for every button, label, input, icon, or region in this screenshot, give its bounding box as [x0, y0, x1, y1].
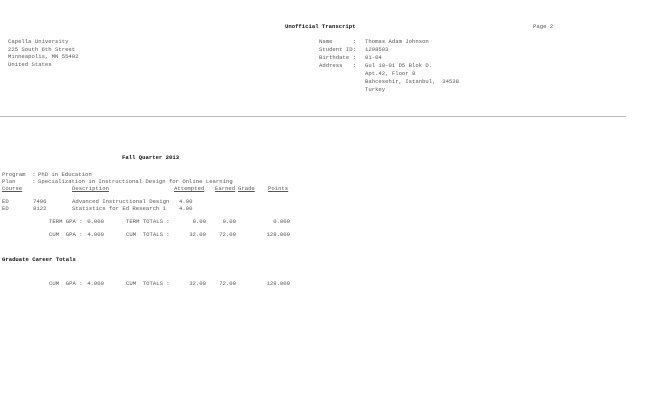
cum-gpa: 4.000 [87, 231, 104, 238]
cum-earned: 72.00 [219, 231, 236, 238]
column-points: Points [268, 185, 289, 192]
address-line-4: Turkey [365, 86, 386, 93]
cum-totals-label: CUM TOTALS : [126, 231, 170, 238]
student-name: Thomas Adam Johnson [365, 38, 429, 45]
address-line-3: Bahcesehir, Istanbul, 34538 [365, 78, 459, 85]
course-number: 7496 [33, 198, 47, 205]
career-title: Graduate Career Totals [2, 256, 76, 263]
career-cum-attempted: 32.00 [189, 280, 206, 287]
term-attempted: 0.00 [192, 218, 206, 225]
cum-attempted: 32.00 [189, 231, 206, 238]
name-label: Name : [319, 38, 356, 45]
course-number: 8122 [33, 205, 47, 212]
column-attempted: Attempted [174, 185, 205, 192]
term-gpa-label: TERM GPA : [49, 218, 83, 225]
course-description: Statistics for Ed Research 1 [72, 205, 166, 212]
address-label: Address : [319, 62, 356, 69]
institution-name: Capella University [8, 38, 69, 45]
program: PhD in Education [38, 171, 92, 178]
course-subject: ED [2, 198, 9, 205]
column-description: Description [72, 185, 109, 192]
course-subject: ED [2, 205, 9, 212]
cum-points: 128.000 [266, 231, 291, 238]
column-grade: Grade [238, 185, 255, 192]
term-totals-label: TERM TOTALS : [126, 218, 170, 225]
column-course: Course [2, 185, 23, 192]
cum-gpa-label: CUM GPA : [49, 231, 83, 238]
page-number: Page 2 [533, 23, 554, 30]
birthdate: 01-04 [365, 54, 382, 61]
term-gpa: 0.000 [87, 218, 104, 225]
divider [0, 116, 626, 117]
career-cum-gpa-label: CUM GPA : [49, 280, 83, 287]
career-cum-gpa: 4.000 [87, 280, 104, 287]
student-id: 1298593 [365, 46, 389, 53]
institution-street: 225 South 6th Street [8, 45, 76, 53]
address-line-1: Gul 10-01 D5 Blok D. [365, 62, 433, 69]
birthdate-label: Birthdate : [319, 54, 356, 61]
term-earned: 0.00 [222, 218, 236, 225]
career-cum-points: 128.000 [266, 280, 291, 287]
institution-country: United States [8, 60, 52, 68]
term-title: Fall Quarter 2013 [122, 154, 180, 161]
course-attempted: 4.00 [179, 205, 193, 212]
term-points: 0.000 [273, 218, 290, 225]
plan: Specialization in Instructional Design f… [38, 178, 233, 185]
student-id-label: Student ID: [319, 46, 356, 53]
career-cum-earned: 72.00 [219, 280, 236, 287]
address-line-2: Apt.42, Floor 8 [365, 70, 416, 77]
column-earned: Earned [215, 185, 236, 192]
program-label: Program : [2, 171, 36, 178]
course-description: Advanced Instructional Design [72, 198, 170, 205]
institution-city: Minneapolis, MN 55402 [8, 53, 79, 60]
document-title: Unofficial Transcript [285, 23, 356, 30]
plan-label: Plan : [2, 178, 36, 185]
career-cum-totals-label: CUM TOTALS : [126, 280, 170, 287]
course-attempted: 4.00 [179, 198, 193, 205]
